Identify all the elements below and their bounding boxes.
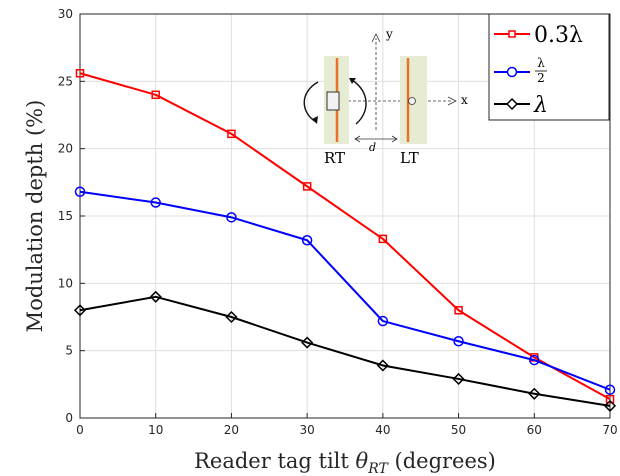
- listener-tag-chip: [408, 97, 416, 105]
- x-tick-label: 10: [148, 423, 163, 437]
- x-tick-label: 30: [300, 423, 315, 437]
- rotation-arrowhead-left: [312, 116, 318, 124]
- data-point: [604, 384, 616, 395]
- y-tick-label: 0: [65, 411, 73, 425]
- data-point: [605, 394, 615, 404]
- listener-tag-label: LT: [400, 149, 419, 167]
- legend-label-half-lambda-denominator: 2: [537, 71, 545, 85]
- y-tick-label: 30: [58, 7, 73, 21]
- data-point: [452, 372, 465, 386]
- distance-arrow-right: [391, 135, 398, 143]
- distance-arrow-left: [354, 135, 361, 143]
- inset-y-arrow: [371, 33, 381, 43]
- rotation-arrow-right: [351, 79, 367, 125]
- data-point: [150, 197, 161, 208]
- data-point: [73, 304, 87, 317]
- rotation-arrowhead-right: [349, 78, 356, 84]
- series-2: [73, 290, 617, 412]
- data-point: [151, 90, 160, 100]
- x-axis-title: Reader tag tilt θRT (degrees): [194, 449, 496, 476]
- data-point: [301, 234, 313, 246]
- legend-entry-half-lambda: λ 2: [494, 56, 547, 85]
- data-point: [603, 399, 617, 412]
- series-line: [79, 72, 611, 401]
- legend-entry-lambda: λ: [494, 93, 548, 118]
- series-line: [79, 190, 611, 391]
- data-point: [378, 234, 388, 244]
- x-tick-label: 20: [224, 423, 239, 437]
- data-point: [75, 69, 85, 78]
- y-axis-title: Modulation depth (%): [23, 100, 47, 333]
- series-line: [79, 295, 611, 407]
- data-point: [225, 310, 238, 324]
- data-point: [454, 306, 463, 315]
- legend-marker-diamond: [505, 97, 519, 111]
- data-point: [226, 212, 237, 223]
- data-point: [528, 387, 541, 400]
- series-1: [74, 186, 616, 395]
- x-tick-label: 40: [375, 423, 390, 437]
- legend-entry-0.3lambda: 0.3λ: [494, 23, 583, 48]
- y-tick-label: 20: [58, 142, 73, 156]
- inset-diagram: y x RT LT d: [303, 27, 468, 167]
- y-tick-label: 10: [58, 276, 73, 290]
- data-point: [149, 290, 162, 303]
- data-point: [227, 129, 236, 139]
- inset-x-arrow: [447, 96, 457, 106]
- legend-marker-square: [508, 30, 516, 38]
- inset-x-label: x: [461, 93, 468, 107]
- data-point: [301, 336, 314, 349]
- data-point: [529, 354, 540, 366]
- data-point: [302, 182, 312, 191]
- x-tick-label: 0: [76, 423, 84, 437]
- data-point: [377, 315, 389, 327]
- data-point: [453, 335, 464, 347]
- legend-label-half-lambda-numerator: λ: [537, 56, 545, 70]
- reader-tag-label: RT: [324, 149, 345, 167]
- reader-tag-chip: [326, 91, 340, 111]
- axis-ticks: 0 10 20 30 40 50 60 70 0 5 10 15 20 25 30: [58, 7, 618, 437]
- series-layer: [73, 69, 617, 412]
- legend-label-0.3lambda: 0.3λ: [534, 23, 583, 48]
- inset-y-label: y: [385, 27, 393, 41]
- data-point: [74, 186, 86, 198]
- y-tick-label: 5: [65, 344, 73, 358]
- x-tick-label: 70: [602, 423, 617, 437]
- legend-label-lambda: λ: [533, 93, 548, 118]
- legend-marker-circle: [506, 66, 518, 78]
- legend: 0.3λ λ 2 λ: [488, 13, 610, 121]
- y-tick-label: 25: [58, 74, 73, 88]
- y-tick-label: 15: [58, 209, 73, 223]
- distance-label: d: [369, 141, 376, 154]
- x-tick-label: 50: [451, 423, 466, 437]
- x-tick-label: 60: [527, 423, 542, 437]
- data-point: [376, 359, 389, 372]
